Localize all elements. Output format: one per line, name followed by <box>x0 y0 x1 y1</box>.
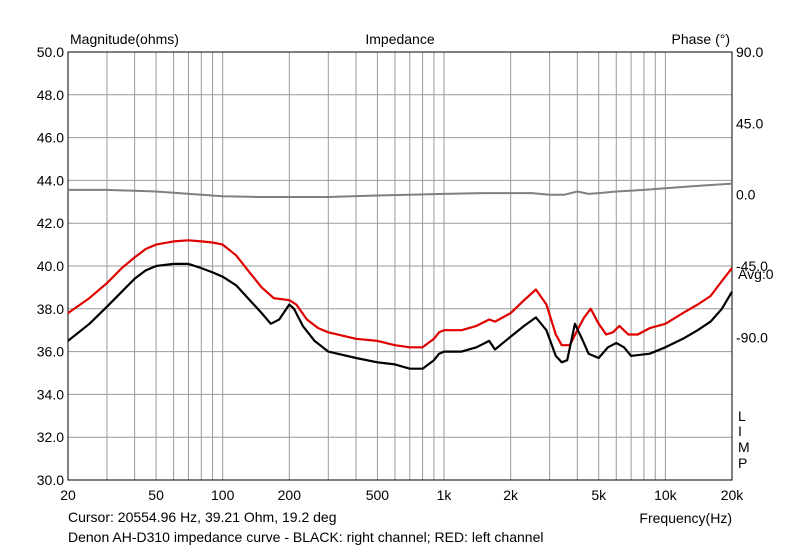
y-axis-left-label: Magnitude(ohms) <box>70 31 179 47</box>
series-line-phase-gray <box>68 182 733 198</box>
x-tick-label: 10k <box>654 487 678 503</box>
limp-letter-p: P <box>738 455 747 471</box>
y-tick-right-label: -90.0 <box>736 329 768 345</box>
tick-labels: 30.0 32.0 34.0 36.0 38.0 40.0 42.0 44.0 46.0 48.0… <box>37 44 768 503</box>
y-tick-right-label: 0.0 <box>736 187 756 203</box>
x-axis-label: Frequency(Hz) <box>639 510 732 526</box>
y-tick-left-label: 50.0 <box>37 44 64 60</box>
x-tick-label: 500 <box>366 487 390 503</box>
x-tick-label: 20 <box>60 487 76 503</box>
y-tick-left-label: 34.0 <box>37 386 64 402</box>
x-tick-label: 5k <box>591 487 607 503</box>
x-tick-label: 100 <box>211 487 235 503</box>
y-tick-right-label: -45.0 <box>736 258 768 274</box>
y-tick-left-label: 44.0 <box>37 172 64 188</box>
y-tick-left-label: 48.0 <box>37 87 64 103</box>
x-tick-label: 20k <box>721 487 745 503</box>
y-axis-right-label: Phase (°) <box>671 31 730 47</box>
x-tick-label: 200 <box>278 487 302 503</box>
avg-label: Avg:0 <box>738 266 774 282</box>
y-tick-left-label: 42.0 <box>37 215 64 231</box>
y-tick-left-label: 36.0 <box>37 344 64 360</box>
y-tick-left-label: 40.0 <box>37 258 64 274</box>
series <box>67 182 733 370</box>
y-tick-left-label: 32.0 <box>37 429 64 445</box>
limp-letter-m: M <box>738 439 750 455</box>
series-line-left-channel-red <box>67 239 733 349</box>
plot-frame <box>67 51 733 481</box>
y-tick-right-label: 45.0 <box>736 115 763 131</box>
y-tick-left-label: 30.0 <box>37 472 64 488</box>
limp-letter-i: I <box>738 423 742 439</box>
x-tick-label: 1k <box>437 487 453 503</box>
y-tick-right-label: 90.0 <box>736 44 763 60</box>
y-tick-left-label: 38.0 <box>37 301 64 317</box>
grid <box>67 51 733 481</box>
x-tick-label: 2k <box>503 487 519 503</box>
x-tick-label: 50 <box>148 487 164 503</box>
y-tick-left-label: 46.0 <box>37 130 64 146</box>
series-line-right-channel-black <box>67 262 733 370</box>
chart-title: Impedance <box>365 31 434 47</box>
limp-letter-l: L <box>738 408 746 424</box>
cursor-readout: Cursor: 20554.96 Hz, 39.21 Ohm, 19.2 deg <box>68 509 337 525</box>
chart-caption: Denon AH-D310 impedance curve - BLACK: r… <box>68 529 544 545</box>
